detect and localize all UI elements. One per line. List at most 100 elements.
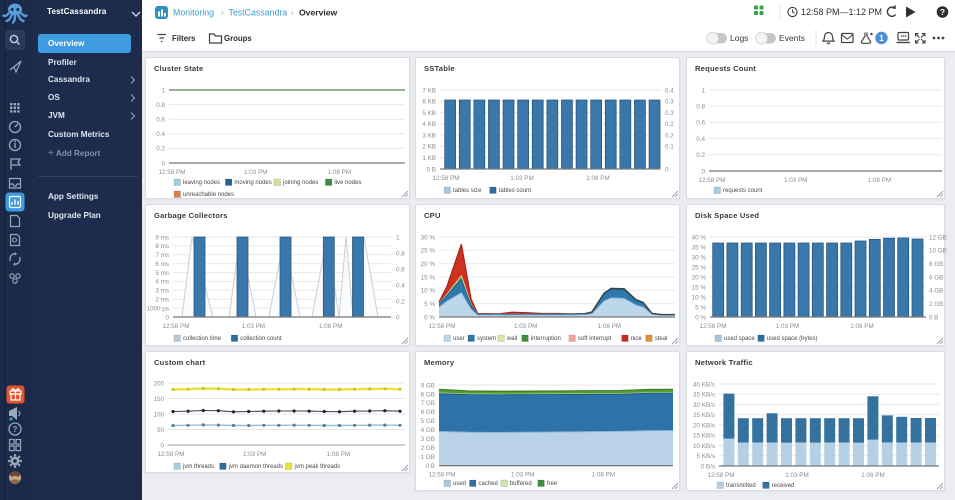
svg-text:200: 200 bbox=[153, 380, 164, 387]
svg-text:1:08 PM: 1:08 PM bbox=[850, 323, 873, 330]
svg-text:Logs: Logs bbox=[730, 33, 748, 43]
svg-text:12:58 PM: 12:58 PM bbox=[433, 175, 460, 182]
svg-text:5 %: 5 % bbox=[695, 304, 706, 311]
svg-text:1:03 PM: 1:03 PM bbox=[244, 169, 267, 176]
svg-text:30 KB/s: 30 KB/s bbox=[693, 402, 715, 409]
svg-text:3 ms: 3 ms bbox=[155, 288, 169, 295]
svg-text:12:58 PM—1:12 PM: 12:58 PM—1:12 PM bbox=[801, 7, 882, 17]
svg-text:Overview: Overview bbox=[299, 8, 338, 18]
svg-text:0 B/s: 0 B/s bbox=[701, 463, 715, 470]
svg-text:10 %: 10 % bbox=[692, 294, 707, 301]
svg-text:15 KB/s: 15 KB/s bbox=[693, 433, 715, 440]
svg-text:0.2: 0.2 bbox=[156, 146, 165, 153]
svg-text:8 GB: 8 GB bbox=[421, 391, 435, 398]
svg-text:12:58 PM: 12:58 PM bbox=[699, 177, 726, 184]
svg-text:1:08 PM: 1:08 PM bbox=[861, 472, 884, 479]
svg-text:1: 1 bbox=[161, 87, 165, 94]
svg-text:4 GB: 4 GB bbox=[421, 427, 435, 434]
svg-text:12:58 PM: 12:58 PM bbox=[163, 323, 190, 330]
svg-text:1:03 PM: 1:03 PM bbox=[242, 323, 265, 330]
svg-text:3 KB: 3 KB bbox=[422, 132, 436, 139]
svg-text:cached: cached bbox=[479, 481, 498, 487]
svg-text:1:08 PM: 1:08 PM bbox=[868, 177, 891, 184]
svg-text:0: 0 bbox=[161, 160, 165, 167]
svg-text:7 ms: 7 ms bbox=[155, 252, 169, 259]
svg-text:0.8: 0.8 bbox=[696, 104, 705, 111]
svg-text:12:58 PM: 12:58 PM bbox=[700, 323, 727, 330]
svg-text:›: › bbox=[221, 8, 224, 17]
svg-text:4 GB: 4 GB bbox=[929, 288, 943, 295]
svg-text:20 %: 20 % bbox=[421, 261, 436, 268]
svg-text:0.2: 0.2 bbox=[696, 152, 705, 159]
svg-text:0 B: 0 B bbox=[929, 314, 938, 321]
svg-text:Filters: Filters bbox=[172, 34, 196, 43]
svg-text:30 %: 30 % bbox=[692, 254, 707, 261]
svg-text:0.6: 0.6 bbox=[396, 266, 405, 273]
svg-text:12:58 PM: 12:58 PM bbox=[159, 169, 186, 176]
svg-text:25 %: 25 % bbox=[421, 248, 436, 255]
svg-text:5 GB: 5 GB bbox=[421, 418, 435, 425]
svg-text:1:03 PM: 1:03 PM bbox=[510, 175, 533, 182]
svg-text:50: 50 bbox=[157, 427, 165, 434]
svg-text:tables size: tables size bbox=[453, 188, 482, 194]
svg-text:0.6: 0.6 bbox=[696, 120, 705, 127]
svg-text:0.4: 0.4 bbox=[396, 282, 405, 289]
svg-text:12:58 PM: 12:58 PM bbox=[429, 472, 456, 479]
svg-text:40 %: 40 % bbox=[692, 234, 707, 241]
svg-text:9 GB: 9 GB bbox=[421, 382, 435, 389]
svg-text:2 ms: 2 ms bbox=[155, 297, 169, 304]
svg-text:100: 100 bbox=[153, 411, 164, 418]
svg-text:8 ms: 8 ms bbox=[155, 243, 169, 250]
svg-text:1:03 PM: 1:03 PM bbox=[785, 472, 808, 479]
svg-text:1: 1 bbox=[701, 87, 705, 94]
svg-text:1:08 PM: 1:08 PM bbox=[328, 169, 351, 176]
svg-text:4 ms: 4 ms bbox=[155, 279, 169, 286]
svg-text:collection count: collection count bbox=[240, 336, 282, 342]
svg-text:0: 0 bbox=[701, 168, 705, 175]
svg-text:0.8: 0.8 bbox=[396, 250, 405, 257]
svg-text:nice: nice bbox=[631, 336, 643, 342]
svg-text:7 KB: 7 KB bbox=[422, 87, 436, 94]
svg-text:5 ms: 5 ms bbox=[155, 270, 169, 277]
svg-text:system: system bbox=[477, 336, 496, 342]
svg-text:Groups: Groups bbox=[224, 34, 252, 43]
svg-text:12:58 PM: 12:58 PM bbox=[429, 323, 456, 330]
svg-text:0: 0 bbox=[665, 166, 669, 173]
svg-text:10 KB/s: 10 KB/s bbox=[693, 443, 715, 450]
svg-text:150: 150 bbox=[153, 396, 164, 403]
svg-text:›: › bbox=[291, 8, 294, 17]
svg-text:35 KB/s: 35 KB/s bbox=[693, 392, 715, 399]
svg-text:wait: wait bbox=[506, 336, 518, 342]
svg-text:Monitoring: Monitoring bbox=[173, 8, 214, 18]
svg-text:used space: used space bbox=[724, 336, 755, 342]
svg-text:jvm daemon threads: jvm daemon threads bbox=[228, 464, 283, 470]
svg-text:4 KB: 4 KB bbox=[422, 121, 436, 128]
svg-text:2 KB: 2 KB bbox=[422, 144, 436, 151]
svg-text:Events: Events bbox=[779, 33, 805, 43]
svg-text:0.6: 0.6 bbox=[156, 117, 165, 124]
svg-text:free: free bbox=[547, 481, 558, 487]
svg-text:leaving nodes: leaving nodes bbox=[183, 180, 220, 186]
svg-text:1: 1 bbox=[879, 34, 884, 43]
svg-text:0.1: 0.1 bbox=[665, 144, 674, 151]
svg-text:0.4: 0.4 bbox=[156, 131, 165, 138]
svg-text:8 GB: 8 GB bbox=[929, 261, 943, 268]
svg-text:jvm threads: jvm threads bbox=[182, 464, 214, 470]
svg-text:6 GB: 6 GB bbox=[421, 409, 435, 416]
svg-text:1 KB: 1 KB bbox=[422, 155, 436, 162]
svg-text:2 GB: 2 GB bbox=[421, 445, 435, 452]
svg-text:steal: steal bbox=[655, 336, 668, 342]
svg-text:?: ? bbox=[13, 425, 18, 434]
svg-text:1:03 PM: 1:03 PM bbox=[243, 451, 266, 458]
svg-text:user: user bbox=[453, 336, 465, 342]
svg-text:requests count: requests count bbox=[723, 188, 763, 194]
svg-text:5 KB/s: 5 KB/s bbox=[696, 453, 715, 460]
svg-text:5 KB: 5 KB bbox=[422, 110, 436, 117]
svg-text:12 GB: 12 GB bbox=[929, 234, 946, 241]
svg-text:live nodes: live nodes bbox=[334, 180, 361, 186]
svg-text:1:08 PM: 1:08 PM bbox=[319, 323, 342, 330]
svg-text:25 KB/s: 25 KB/s bbox=[693, 412, 715, 419]
svg-text:0 %: 0 % bbox=[424, 314, 435, 321]
svg-text:0.2: 0.2 bbox=[665, 132, 674, 139]
svg-text:0 %: 0 % bbox=[695, 314, 706, 321]
